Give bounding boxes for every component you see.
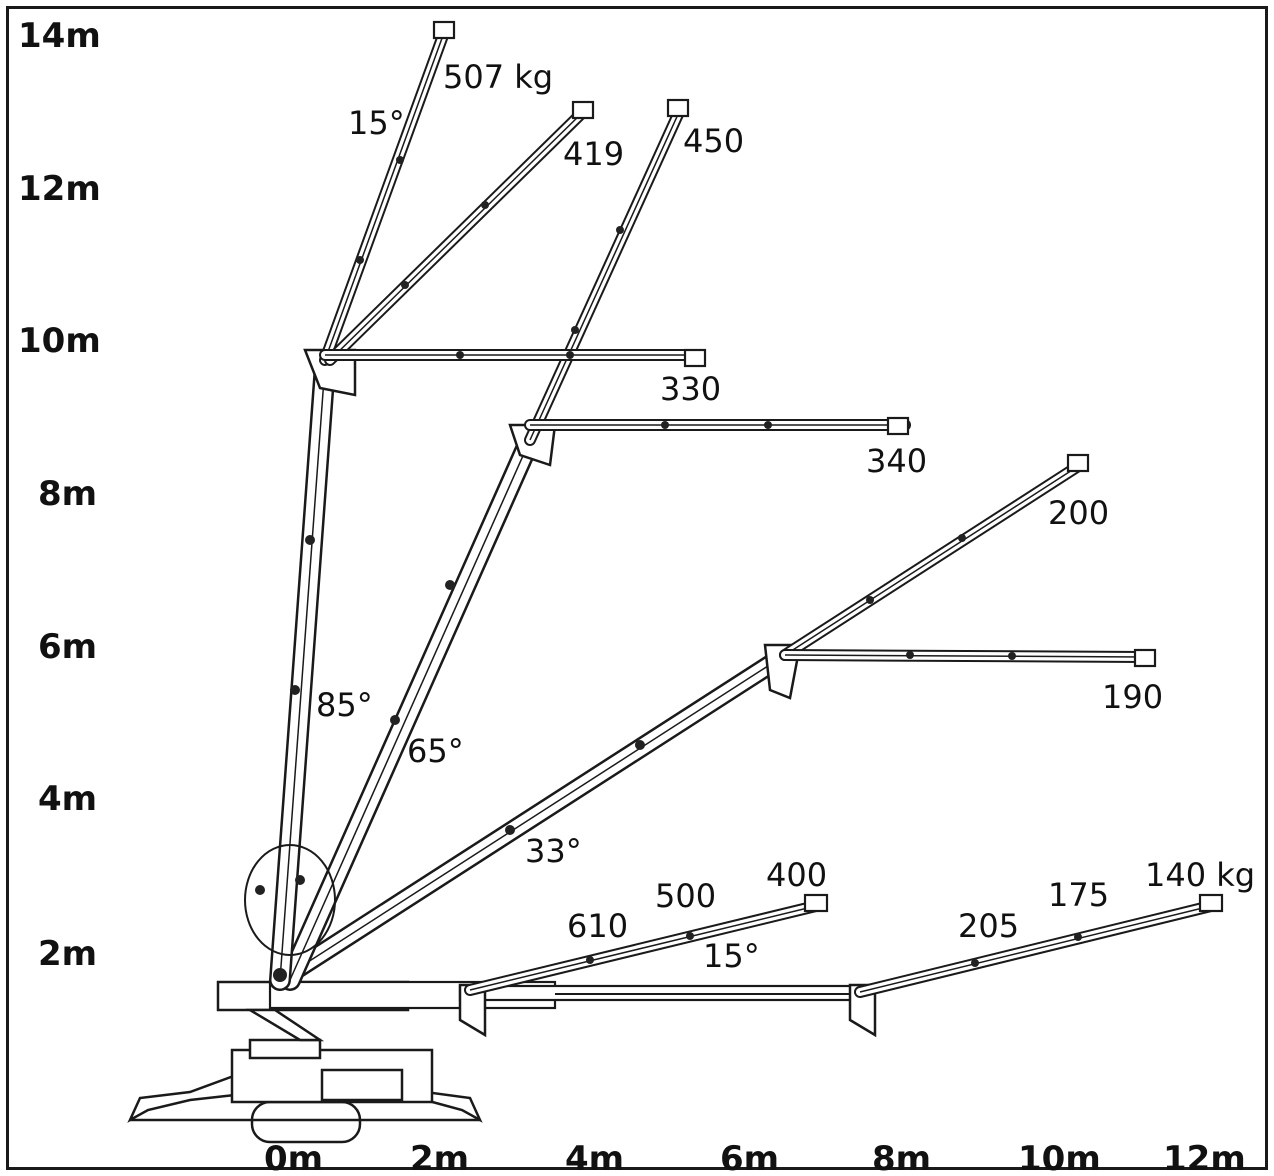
jib-low-1 [464,893,829,996]
boom-85deg [269,20,707,991]
load-label-200: 200 [1048,494,1109,532]
jib-low-2 [854,893,1224,998]
diagram-frame [6,6,1268,1170]
load-label-205: 205 [958,907,1019,945]
boom-horizontal-base [268,980,877,1038]
y-tick-12m: 12m [18,169,101,209]
load-label-507kg: 507 kg [443,58,553,96]
y-tick-4m: 4m [38,779,97,819]
y-tick-10m: 10m [18,321,101,361]
y-tick-2m: 2m [38,934,97,974]
angle-label-85: 85° [316,686,373,724]
boom-65deg [279,98,911,991]
load-label-419: 419 [563,135,624,173]
x-tick-10m: 10m [1018,1139,1101,1176]
y-axis-labels: 14m 12m 10m 8m 6m 4m 2m [18,16,101,974]
load-label-140kg: 140 kg [1145,856,1255,894]
boom-33deg [270,453,1157,990]
x-axis-labels: 0m 2m 4m 6m 8m 10m 12m [264,1139,1246,1176]
x-tick-4m: 4m [565,1139,624,1176]
load-label-190: 190 [1102,678,1163,716]
load-label-340: 340 [866,442,927,480]
angle-label-33: 33° [525,832,582,870]
x-tick-12m: 12m [1163,1139,1246,1176]
x-tick-8m: 8m [872,1139,931,1176]
x-tick-2m: 2m [410,1139,469,1176]
x-tick-0m: 0m [264,1139,323,1176]
angle-label-65: 65° [407,732,464,770]
load-label-175: 175 [1048,876,1109,914]
y-tick-14m: 14m [18,16,101,56]
y-tick-8m: 8m [38,474,97,514]
load-label-500: 500 [655,877,716,915]
angle-label-15-low: 15° [703,937,760,975]
boom-pivot-cluster [244,844,336,982]
load-label-610: 610 [567,907,628,945]
crawler-track [250,1100,362,1144]
angle-labels: 15° 85° 65° 33° 15° [316,104,760,975]
x-tick-6m: 6m [720,1139,779,1176]
angle-label-15-top: 15° [348,104,405,142]
load-label-450: 450 [683,122,744,160]
y-tick-6m: 6m [38,627,97,667]
load-labels: 507 kg 419 450 330 340 200 190 610 500 4… [443,58,1255,945]
load-label-400: 400 [766,856,827,894]
load-label-330: 330 [660,370,721,408]
